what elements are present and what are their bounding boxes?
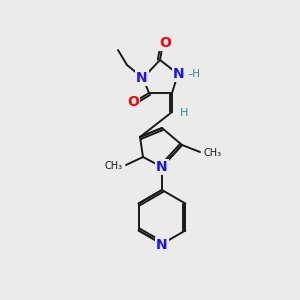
Text: O: O	[127, 95, 139, 109]
Text: N: N	[156, 238, 168, 252]
Text: N: N	[173, 67, 185, 81]
Text: O: O	[159, 36, 171, 50]
Text: CH₃: CH₃	[203, 148, 221, 158]
Text: N: N	[136, 71, 148, 85]
Text: –H: –H	[187, 69, 200, 79]
Text: N: N	[156, 160, 168, 174]
Text: H: H	[180, 108, 188, 118]
Text: CH₃: CH₃	[105, 161, 123, 171]
